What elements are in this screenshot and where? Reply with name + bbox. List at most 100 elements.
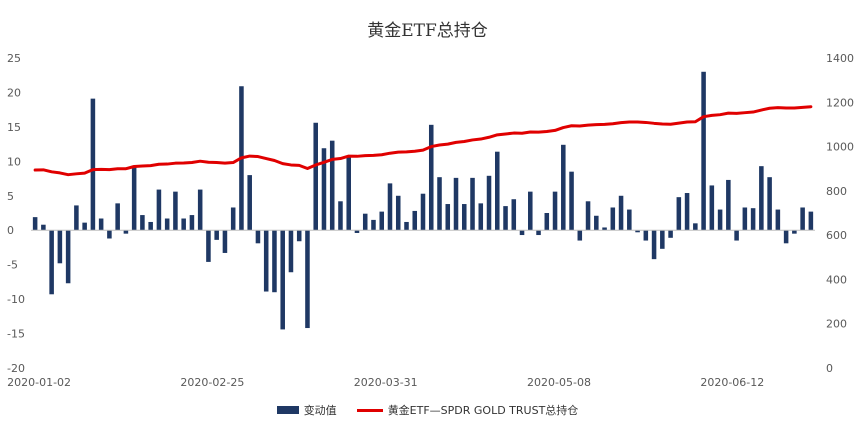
change-bar [90,98,96,231]
change-bar [552,191,558,231]
change-bar [338,201,343,231]
change-bar [420,193,426,231]
change-bar [428,124,434,231]
change-bar [140,215,145,231]
change-bar [767,177,772,231]
change-bar [387,183,393,231]
left-tick-label: 15 [7,121,21,134]
change-bar [115,203,120,231]
left-tick-label: 5 [7,190,14,203]
change-bar [643,230,649,241]
change-bar [222,230,228,253]
right-tick-label: 800 [826,185,847,198]
change-bar [206,230,211,262]
change-bar [759,166,764,231]
left-tick-label: -20 [7,362,25,375]
change-bar [98,218,104,231]
change-bar [618,195,624,231]
change-bar [503,206,508,231]
change-bar [74,205,79,231]
right-tick-label: 0 [826,362,833,375]
change-bar [156,189,162,231]
change-bar [296,230,302,242]
left-tick-label: -5 [7,259,18,272]
change-bar [65,230,71,284]
line-swatch-icon [356,408,383,412]
change-bar [214,230,219,240]
change-bar [717,209,723,231]
left-tick-label: 10 [7,155,21,168]
legend-line-label: 黄金ETF—SPDR GOLD TRUST总持仓 [387,404,579,417]
change-bar [709,185,715,231]
bar-swatch-icon [276,406,299,414]
change-bar [684,193,690,231]
change-bar [412,210,418,231]
change-bar [288,230,294,273]
left-tick-label: 0 [7,224,14,237]
holdings-line [33,105,813,177]
change-bar [445,204,451,231]
change-bar [701,71,706,231]
change-bar [230,207,236,231]
change-bar [197,189,203,231]
left-tick-label: 25 [7,52,21,65]
right-tick-label: 600 [826,229,847,242]
change-bars [32,71,814,330]
right-tick-label: 1000 [826,141,854,154]
legend-item-bars[interactable]: 变动值 [276,402,337,418]
change-bar [577,230,583,241]
change-bar [131,165,137,231]
change-bar [693,223,698,231]
right-tick-label: 400 [826,273,847,286]
change-bar [404,221,409,231]
change-bar [783,230,789,244]
change-bar [610,207,616,231]
change-bar [544,213,550,231]
change-bar [627,209,632,231]
change-bar [329,140,335,231]
change-bar [148,221,153,231]
change-bar [346,155,351,231]
change-bar [313,122,318,231]
change-bar [280,230,285,330]
change-bar [511,199,517,231]
change-bar [379,211,385,231]
x-tick-label: 2020-01-02 [7,376,71,389]
change-bar [519,230,525,236]
change-bar [82,222,87,231]
legend-item-line[interactable]: 黄金ETF—SPDR GOLD TRUST总持仓 [356,402,579,418]
x-tick-label: 2020-06-12 [700,376,764,389]
change-bar [660,230,665,249]
change-bar [808,211,814,231]
change-bar [107,230,112,239]
left-tick-label: -10 [7,293,25,306]
change-bar [470,177,475,231]
change-bar [635,230,640,233]
left-tick-label: 20 [7,86,21,99]
change-bar [395,195,401,231]
combo-chart: -20 -15 -10 -5 0 5 10 15 20 25 0 200 400 600 800 1000 1… [7,52,854,389]
right-tick-label: 1200 [826,96,854,109]
change-bar [371,219,376,231]
change-bar [800,207,805,231]
change-bar [602,227,607,231]
legend-bars-label: 变动值 [303,404,337,417]
change-bar [272,230,277,293]
change-bar [255,230,261,244]
change-bar [594,215,599,231]
change-bar [734,230,739,241]
holdings-line-layer [33,105,813,177]
change-bar [49,230,54,295]
change-bar [181,218,186,231]
change-bar [495,151,500,231]
change-bar [561,144,566,231]
change-bar [57,230,63,264]
change-bar [726,179,731,231]
left-axis-ticks: -20 -15 -10 -5 0 5 10 15 20 25 [7,52,25,375]
change-bar [164,218,170,231]
change-bar [651,230,657,260]
legend: 变动值 黄金ETF—SPDR GOLD TRUST总持仓 [0,402,855,418]
change-bar [792,230,797,234]
change-bar [453,177,459,231]
left-tick-label: -15 [7,328,25,341]
